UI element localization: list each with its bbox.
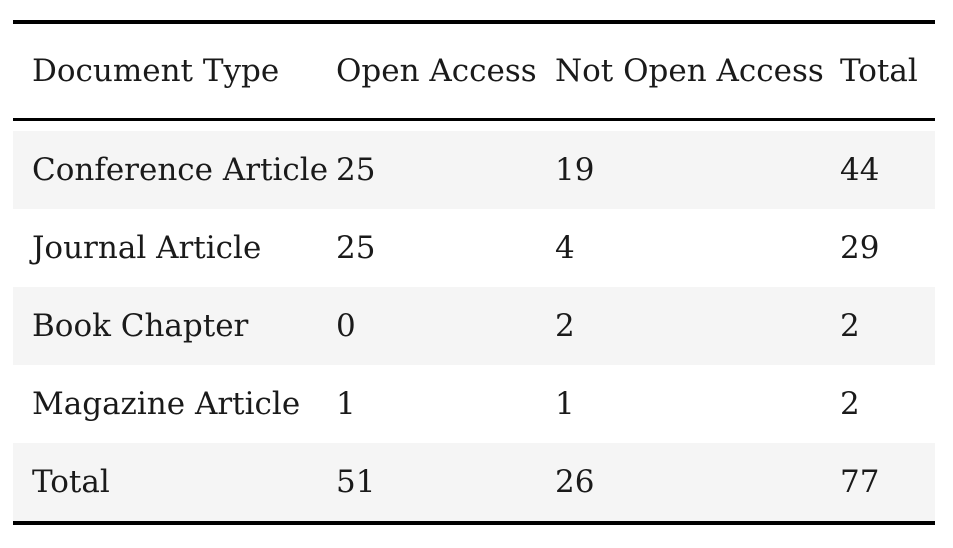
table-total-row: Total 51 26 77 — [13, 443, 935, 521]
table-row: Journal Article 25 4 29 — [13, 209, 935, 287]
cell-total: 29 — [840, 229, 880, 266]
cell-not-open-access: 4 — [555, 229, 575, 266]
cell-document-type: Conference Article — [32, 151, 329, 188]
cell-open-access: 0 — [336, 307, 356, 344]
header-document-type: Document Type — [32, 52, 280, 89]
table-row: Magazine Article 1 1 2 — [13, 365, 935, 443]
cell-total: 2 — [840, 307, 860, 344]
cell-open-access: 51 — [336, 463, 376, 500]
cell-open-access: 1 — [336, 385, 356, 422]
table-header-gap — [13, 121, 935, 131]
document-type-table: Document Type Open Access Not Open Acces… — [13, 20, 935, 525]
cell-total: 44 — [840, 151, 880, 188]
cell-not-open-access: 1 — [555, 385, 575, 422]
table-top-rule — [13, 20, 935, 24]
cell-document-type: Journal Article — [32, 229, 262, 266]
table-row: Book Chapter 0 2 2 — [13, 287, 935, 365]
cell-not-open-access: 19 — [555, 151, 595, 188]
cell-not-open-access: 2 — [555, 307, 575, 344]
table-bottom-rule — [13, 521, 935, 525]
cell-total: 2 — [840, 385, 860, 422]
cell-open-access: 25 — [336, 151, 376, 188]
table-header-rule — [13, 118, 935, 121]
cell-document-type: Book Chapter — [32, 307, 249, 344]
cell-not-open-access: 26 — [555, 463, 595, 500]
cell-open-access: 25 — [336, 229, 376, 266]
header-total: Total — [840, 52, 918, 89]
header-open-access: Open Access — [336, 52, 537, 89]
table-row: Conference Article 25 19 44 — [13, 131, 935, 209]
cell-total: 77 — [840, 463, 880, 500]
header-not-open-access: Not Open Access — [555, 52, 824, 89]
table-header-row: Document Type Open Access Not Open Acces… — [13, 24, 935, 118]
cell-document-type: Total — [32, 463, 110, 500]
cell-document-type: Magazine Article — [32, 385, 301, 422]
